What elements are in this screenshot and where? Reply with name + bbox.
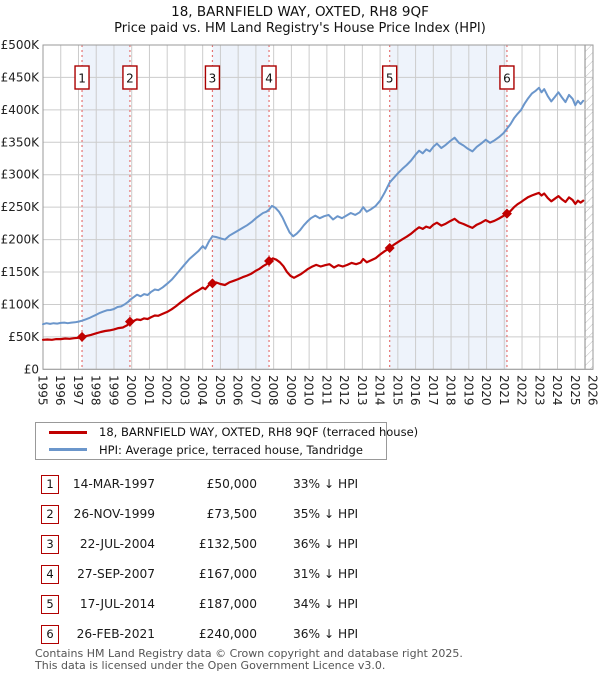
svg-text:2019: 2019 — [461, 375, 475, 406]
svg-text:£200K: £200K — [1, 233, 41, 247]
transaction-row: 6 26-FEB-2021 £240,000 36% ↓ HPI — [0, 625, 600, 647]
svg-text:£350K: £350K — [1, 135, 41, 149]
svg-text:£450K: £450K — [1, 70, 41, 84]
transaction-date: 17-JUL-2014 — [79, 597, 155, 611]
transaction-hpi-diff: 33% ↓ HPI — [293, 477, 359, 491]
transaction-hpi-diff: 36% ↓ HPI — [293, 537, 359, 551]
transaction-price: £73,500 — [206, 507, 257, 521]
svg-text:5: 5 — [386, 72, 394, 86]
svg-text:1997: 1997 — [71, 375, 85, 406]
row-number-badge: 3 — [41, 535, 59, 554]
row-number-badge: 1 — [41, 475, 59, 494]
svg-text:1: 1 — [78, 72, 86, 86]
transaction-date: 26-FEB-2021 — [76, 627, 155, 641]
svg-text:2003: 2003 — [177, 375, 191, 406]
transaction-price: £167,000 — [198, 567, 257, 581]
svg-text:1998: 1998 — [89, 375, 103, 406]
svg-text:2024: 2024 — [550, 375, 564, 406]
svg-text:2020: 2020 — [479, 375, 493, 406]
svg-text:£400K: £400K — [1, 103, 41, 117]
price-chart: 1 2 3 4 5 6 £0 £50K £100K £150K £200K £250K £300K £3… — [1, 38, 600, 406]
plot-border — [42, 44, 594, 370]
svg-text:2018: 2018 — [444, 375, 458, 406]
svg-text:£100K: £100K — [1, 297, 41, 311]
svg-text:2015: 2015 — [390, 375, 404, 406]
svg-text:2000: 2000 — [124, 375, 138, 406]
legend-label-property: 18, BARNFIELD WAY, OXTED, RH8 9QF (terra… — [99, 425, 419, 440]
svg-text:2006: 2006 — [231, 375, 245, 406]
svg-text:2010: 2010 — [302, 375, 316, 406]
svg-text:£300K: £300K — [1, 168, 41, 182]
transaction-date: 14-MAR-1997 — [72, 477, 155, 491]
svg-text:£250K: £250K — [1, 200, 41, 214]
transaction-row: 1 14-MAR-1997 £50,000 33% ↓ HPI — [0, 475, 600, 497]
transaction-hpi-diff: 31% ↓ HPI — [293, 567, 359, 581]
row-number-badge: 4 — [41, 565, 59, 584]
svg-text:1999: 1999 — [106, 375, 120, 406]
legend-item-property: 18, BARNFIELD WAY, OXTED, RH8 9QF (terra… — [36, 425, 418, 440]
svg-text:2014: 2014 — [373, 375, 387, 406]
transaction-date: 26-NOV-1999 — [73, 507, 155, 521]
svg-text:£150K: £150K — [1, 265, 41, 279]
svg-text:2005: 2005 — [213, 375, 227, 406]
footer-copyright: Contains HM Land Registry data © Crown c… — [35, 647, 463, 660]
svg-text:2013: 2013 — [355, 375, 369, 406]
row-number-badge: 5 — [41, 595, 59, 614]
legend-label-hpi: HPI: Average price, terraced house, Tand… — [99, 442, 363, 457]
transaction-row: 5 17-JUL-2014 £187,000 34% ↓ HPI — [0, 595, 600, 617]
transaction-row: 3 22-JUL-2004 £132,500 36% ↓ HPI — [0, 535, 600, 557]
svg-text:2025: 2025 — [568, 375, 582, 406]
row-number-badge: 2 — [41, 505, 59, 524]
transaction-hpi-diff: 34% ↓ HPI — [293, 597, 359, 611]
svg-text:2016: 2016 — [408, 375, 422, 406]
svg-text:2023: 2023 — [532, 375, 546, 406]
transaction-price: £132,500 — [198, 537, 257, 551]
svg-text:2012: 2012 — [337, 375, 351, 406]
page-title: 18, BARNFIELD WAY, OXTED, RH8 9QF — [171, 4, 429, 20]
chart-legend: 18, BARNFIELD WAY, OXTED, RH8 9QF (terra… — [35, 422, 418, 460]
transaction-row: 2 26-NOV-1999 £73,500 35% ↓ HPI — [0, 505, 600, 527]
transaction-hpi-diff: 36% ↓ HPI — [293, 627, 359, 641]
svg-text:£0: £0 — [24, 362, 39, 376]
transaction-date: 22-JUL-2004 — [79, 537, 155, 551]
svg-text:2021: 2021 — [497, 375, 511, 406]
transaction-date: 27-SEP-2007 — [77, 567, 155, 581]
svg-text:2011: 2011 — [319, 375, 333, 406]
svg-text:4: 4 — [265, 72, 273, 86]
svg-text:3: 3 — [209, 72, 217, 86]
svg-text:2004: 2004 — [195, 375, 209, 406]
transaction-price: £187,000 — [198, 597, 257, 611]
svg-text:2022: 2022 — [515, 375, 529, 406]
svg-text:2007: 2007 — [248, 375, 262, 406]
svg-text:2026: 2026 — [586, 375, 600, 406]
page-subtitle: Price paid vs. HM Land Registry's House … — [114, 21, 486, 36]
svg-text:2017: 2017 — [426, 375, 440, 406]
svg-text:2002: 2002 — [160, 375, 174, 406]
svg-text:2009: 2009 — [284, 375, 298, 406]
svg-text:2008: 2008 — [266, 375, 280, 406]
svg-text:2001: 2001 — [142, 375, 156, 406]
transaction-hpi-diff: 35% ↓ HPI — [293, 507, 359, 521]
svg-text:1995: 1995 — [36, 375, 50, 406]
svg-text:1996: 1996 — [53, 375, 67, 406]
svg-text:6: 6 — [503, 72, 511, 86]
row-number-badge: 6 — [41, 625, 59, 644]
sale-markers — [77, 208, 512, 342]
svg-text:2: 2 — [126, 72, 134, 86]
svg-text:£50K: £50K — [8, 330, 40, 344]
sale-date-lines — [81, 45, 508, 370]
svg-text:£500K: £500K — [1, 38, 41, 52]
legend-item-hpi: HPI: Average price, terraced house, Tand… — [36, 443, 386, 458]
transaction-price: £50,000 — [206, 477, 257, 491]
transaction-row: 4 27-SEP-2007 £167,000 31% ↓ HPI — [0, 565, 600, 587]
footer-licence: This data is licensed under the Open Gov… — [35, 659, 386, 672]
property-line-swatch — [49, 430, 87, 434]
hpi-line-swatch — [49, 448, 87, 452]
sale-number-badges: 1 2 3 4 5 6 — [74, 65, 515, 90]
transaction-price: £240,000 — [198, 627, 257, 641]
axis-tick-labels: £0 £50K £100K £150K £200K £250K £300K £350K £400… — [1, 38, 600, 406]
